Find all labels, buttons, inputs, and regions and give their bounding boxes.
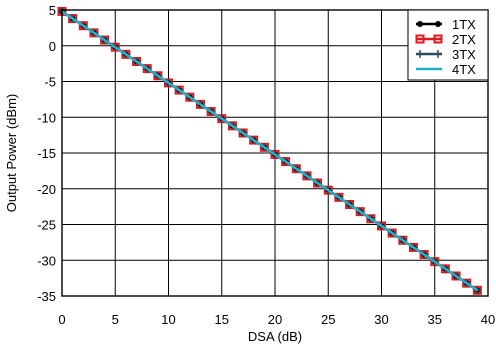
y-tick-label: -20 — [37, 182, 56, 197]
y-tick-label: 5 — [49, 3, 56, 18]
x-tick-label: 10 — [161, 312, 175, 327]
y-tick-label: 0 — [49, 39, 56, 54]
y-tick-label: -30 — [37, 253, 56, 268]
series-layer — [57, 6, 482, 295]
legend-marker — [435, 21, 441, 27]
legend-item-1TX: 1TX — [416, 17, 476, 32]
legend-item-3TX: 3TX — [416, 47, 476, 62]
legend-marker — [434, 50, 442, 58]
plot-frame — [61, 9, 489, 297]
x-tick-label: 40 — [481, 312, 495, 327]
legend-label: 1TX — [452, 17, 476, 32]
legend-item-2TX: 2TX — [415, 32, 476, 47]
series-4TX — [61, 10, 479, 292]
legend-label: 3TX — [452, 47, 476, 62]
x-tick-label: 35 — [428, 312, 442, 327]
tick-label-layer: 0 5 10 15 20 25 30 35 40 5 0 -5 -10 -15 -20 -25 -30 -35 — [37, 3, 495, 327]
legend-marker — [433, 34, 443, 44]
legend-marker — [415, 34, 425, 44]
y-tick-label: -15 — [37, 146, 56, 161]
legend-label: 2TX — [452, 32, 476, 47]
x-tick-label: 25 — [321, 312, 335, 327]
x-axis-label: DSA (dB) — [248, 329, 302, 344]
y-tick-label: -5 — [44, 75, 56, 90]
y-tick-label: -35 — [37, 289, 56, 304]
legend-marker — [416, 50, 424, 58]
legend-marker — [417, 21, 423, 27]
x-tick-label: 5 — [112, 312, 119, 327]
legend-item-4TX: 4TX — [416, 62, 476, 77]
x-tick-label: 30 — [374, 312, 388, 327]
y-tick-label: -25 — [37, 218, 56, 233]
x-tick-label: 15 — [215, 312, 229, 327]
x-tick-label: 20 — [268, 312, 282, 327]
y-axis-label: Output Power (dBm) — [4, 94, 19, 213]
x-tick-label: 0 — [58, 312, 65, 327]
y-tick-label: -10 — [37, 110, 56, 125]
series-line-4TX — [61, 10, 479, 292]
legend-label: 4TX — [452, 62, 476, 77]
